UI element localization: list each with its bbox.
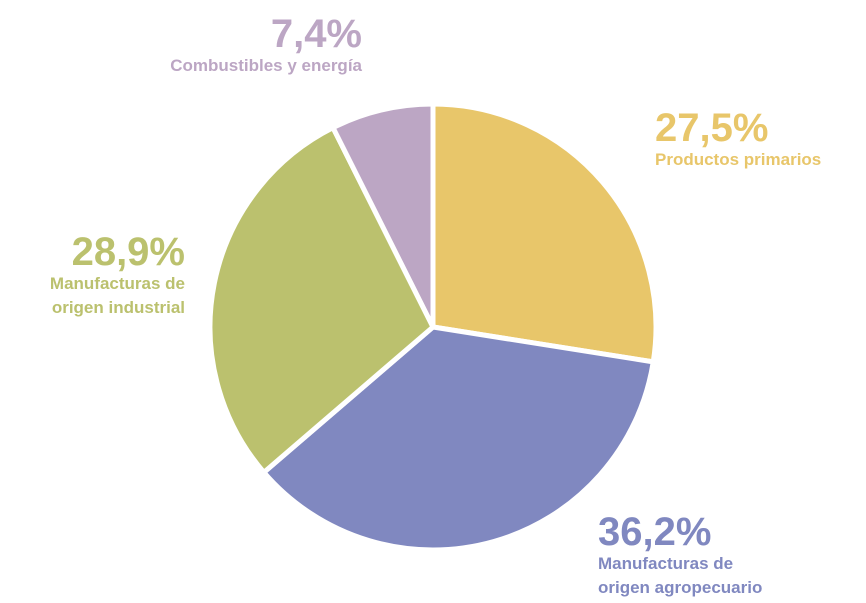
slice-label: 7,4% Combustibles y energía: [60, 14, 362, 78]
slice-label: 28,9% Manufacturas de origen industrial: [5, 232, 185, 320]
value-label: 27,5%: [655, 106, 769, 150]
category-label: Manufacturas de origen agropecuario: [598, 554, 763, 597]
value-label: 7,4%: [270, 12, 362, 56]
slice-label: 27,5% Productos primarios: [655, 108, 865, 172]
value-label: 36,2%: [598, 510, 712, 554]
pie-slice: [207, 125, 436, 475]
slice-label: 36,2% Manufacturas de origen agropecuario: [598, 512, 818, 600]
category-label: Manufacturas de origen industrial: [49, 274, 185, 317]
pie-slice: [430, 101, 659, 365]
category-label: Combustibles y energía: [170, 56, 362, 75]
category-label: Productos primarios: [655, 150, 822, 169]
pie-slice: [330, 101, 436, 330]
pie-slice: [261, 324, 656, 553]
value-label: 28,9%: [71, 230, 185, 274]
